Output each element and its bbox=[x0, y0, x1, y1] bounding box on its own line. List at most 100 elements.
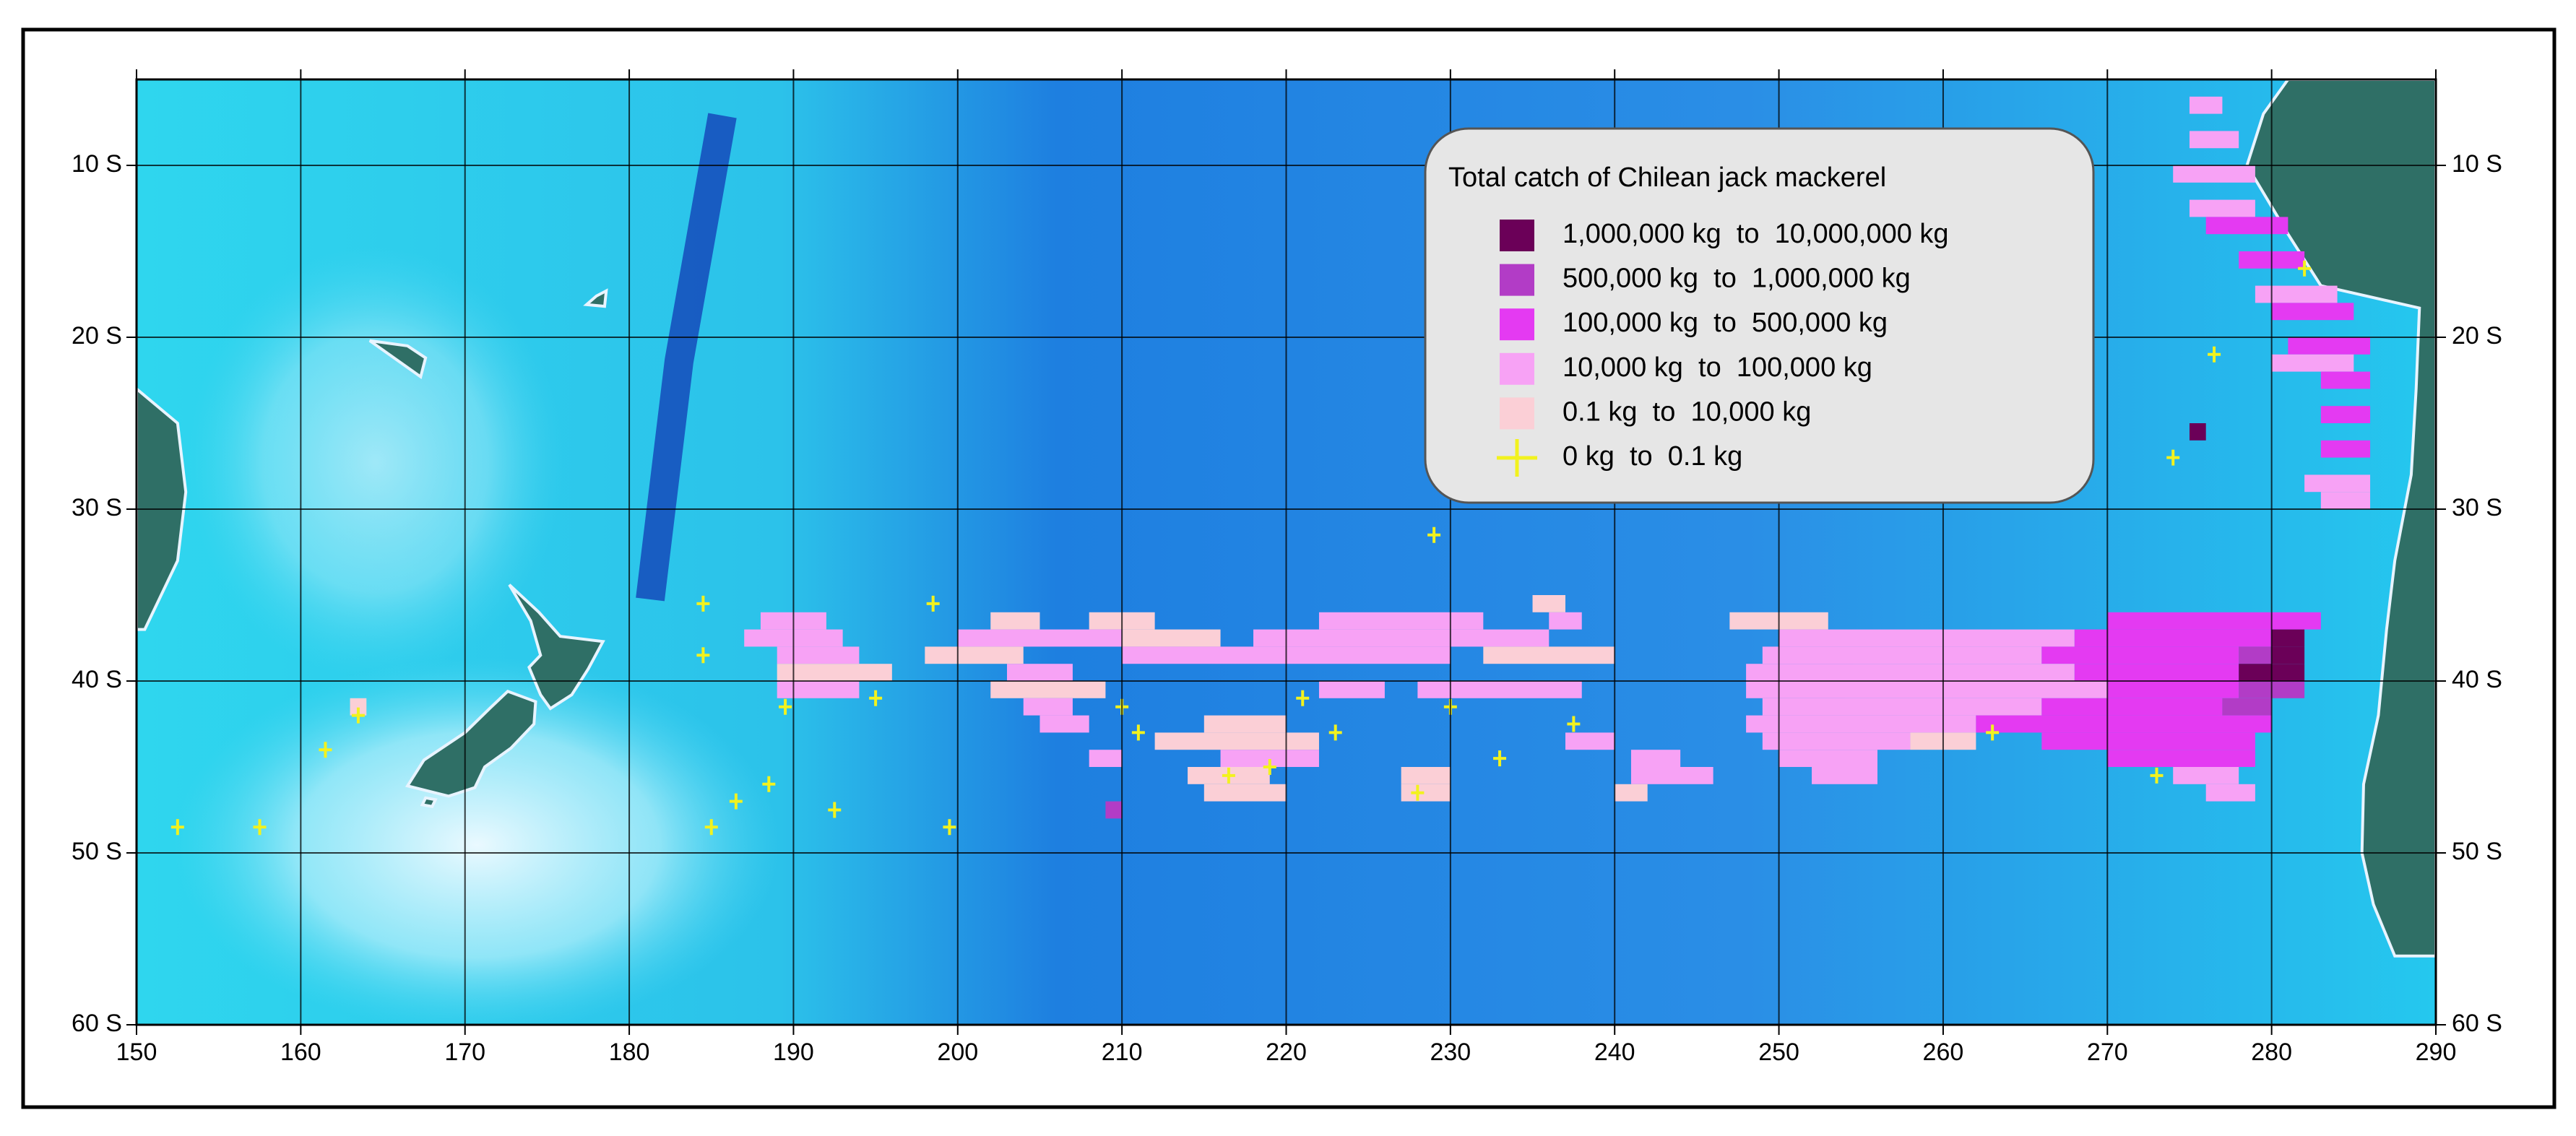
y-tick-label: 30 S bbox=[2452, 494, 2502, 521]
zero-catch-cross bbox=[1263, 759, 1276, 775]
catch-cell bbox=[1122, 629, 1221, 647]
catch-cell bbox=[2041, 698, 2223, 716]
catch-cell bbox=[1483, 646, 1615, 664]
catch-cell bbox=[1762, 698, 2042, 716]
catch-cell bbox=[990, 681, 1106, 698]
legend-label: 0.1 kg to 10,000 kg bbox=[1563, 396, 1811, 427]
catch-cell bbox=[777, 681, 860, 698]
legend-label: 10,000 kg to 100,000 kg bbox=[1563, 352, 1872, 383]
zero-catch-cross bbox=[828, 802, 842, 818]
legend-swatch bbox=[1500, 397, 1534, 430]
zero-catch-cross bbox=[1427, 526, 1441, 543]
catch-cell bbox=[1746, 715, 1976, 733]
x-tick-label: 290 bbox=[2416, 1039, 2457, 1066]
y-tick-label: 40 S bbox=[2452, 666, 2502, 693]
trench bbox=[636, 113, 737, 602]
catch-cell bbox=[957, 629, 1123, 647]
zero-catch-cross bbox=[1296, 690, 1310, 706]
catch-cell bbox=[2320, 440, 2371, 458]
catch-cell bbox=[1532, 595, 1566, 612]
zero-catch-cross bbox=[762, 776, 776, 792]
catch-cell bbox=[1318, 681, 1385, 698]
zero-catch-cross bbox=[2150, 767, 2164, 784]
catch-cell bbox=[990, 612, 1040, 630]
catch-cell bbox=[1203, 784, 1287, 802]
land bbox=[583, 288, 608, 308]
legend-swatch bbox=[1500, 220, 1534, 251]
catch-cell bbox=[1040, 715, 1089, 733]
catch-cell bbox=[2304, 474, 2371, 493]
legend-label: 0 kg to 0.1 kg bbox=[1563, 441, 1742, 472]
x-tick-label: 170 bbox=[444, 1039, 485, 1066]
catch-cell bbox=[1762, 646, 2042, 664]
catch-cell bbox=[2189, 199, 2255, 217]
y-tick-label: 20 S bbox=[72, 322, 122, 350]
catch-cell bbox=[1746, 681, 2108, 698]
zero-catch-cross bbox=[943, 819, 956, 836]
land bbox=[508, 584, 605, 711]
catch-cell bbox=[1105, 801, 1123, 819]
catch-cell bbox=[1318, 612, 1484, 630]
x-tick-label: 150 bbox=[116, 1039, 157, 1066]
zero-catch-cross bbox=[1131, 724, 1145, 741]
catch-cell bbox=[2074, 629, 2272, 647]
catch-cell bbox=[1203, 715, 1287, 733]
catch-cell bbox=[1006, 664, 1073, 681]
legend-label: 1,000,000 kg to 10,000,000 kg bbox=[1563, 219, 1949, 249]
frame bbox=[21, 27, 2556, 1109]
x-tick-label: 250 bbox=[1758, 1039, 1799, 1066]
zero-catch-cross bbox=[253, 819, 267, 836]
catch-cell bbox=[2320, 371, 2371, 389]
legend-swatch bbox=[1500, 264, 1534, 296]
land bbox=[420, 796, 438, 808]
catch-cell bbox=[1401, 784, 1451, 802]
zero-catch-cross bbox=[729, 793, 743, 810]
y-tick-label: 50 S bbox=[72, 838, 122, 865]
x-tick-label: 280 bbox=[2251, 1039, 2292, 1066]
y-tick-label: 40 S bbox=[72, 666, 122, 693]
y-tick-label: 10 S bbox=[2452, 150, 2502, 178]
x-tick-label: 220 bbox=[1266, 1039, 1307, 1066]
zero-catch-cross bbox=[704, 819, 718, 836]
catch-cell bbox=[1778, 750, 1877, 767]
y-tick-label: 30 S bbox=[72, 494, 122, 521]
legend-box bbox=[1424, 127, 2095, 504]
zero-catch-cross bbox=[696, 647, 710, 664]
catch-cell bbox=[2271, 354, 2354, 372]
catch-cell bbox=[1154, 732, 1319, 750]
zero-catch-cross bbox=[869, 690, 883, 706]
y-tick-label: 50 S bbox=[2452, 838, 2502, 865]
catch-cell bbox=[2107, 681, 2239, 698]
legend-swatch bbox=[1500, 352, 1534, 385]
catch-cell bbox=[2074, 664, 2239, 681]
land bbox=[368, 339, 428, 380]
shelf bbox=[173, 657, 780, 1025]
catch-cell bbox=[777, 664, 892, 681]
x-tick-label: 190 bbox=[773, 1039, 814, 1066]
catch-cell bbox=[2107, 612, 2321, 630]
catch-cell bbox=[2189, 131, 2239, 149]
catch-cell bbox=[1762, 732, 1911, 750]
zero-catch-cross bbox=[926, 595, 940, 612]
land bbox=[405, 689, 537, 798]
zero-catch-cross bbox=[1328, 724, 1342, 741]
catch-cell bbox=[2189, 423, 2206, 441]
catch-cell bbox=[2041, 732, 2255, 750]
y-tick-label: 20 S bbox=[2452, 322, 2502, 350]
catch-cell bbox=[2205, 784, 2255, 802]
catch-cell bbox=[2271, 629, 2305, 647]
catch-cell bbox=[2320, 492, 2371, 509]
catch-cell bbox=[2288, 337, 2371, 355]
catch-cell bbox=[1417, 681, 1582, 698]
catch-cell bbox=[2222, 698, 2272, 716]
catch-cell bbox=[2173, 165, 2255, 183]
zero-catch-cross bbox=[696, 595, 710, 612]
zero-catch-cross bbox=[351, 707, 365, 724]
x-tick-label: 200 bbox=[937, 1039, 978, 1066]
x-tick-label: 230 bbox=[1430, 1039, 1471, 1066]
zero-catch-cross bbox=[2208, 346, 2221, 363]
zero-catch-cross bbox=[1567, 716, 1581, 732]
catch-cell bbox=[2271, 646, 2305, 664]
catch-cell bbox=[1630, 767, 1713, 784]
